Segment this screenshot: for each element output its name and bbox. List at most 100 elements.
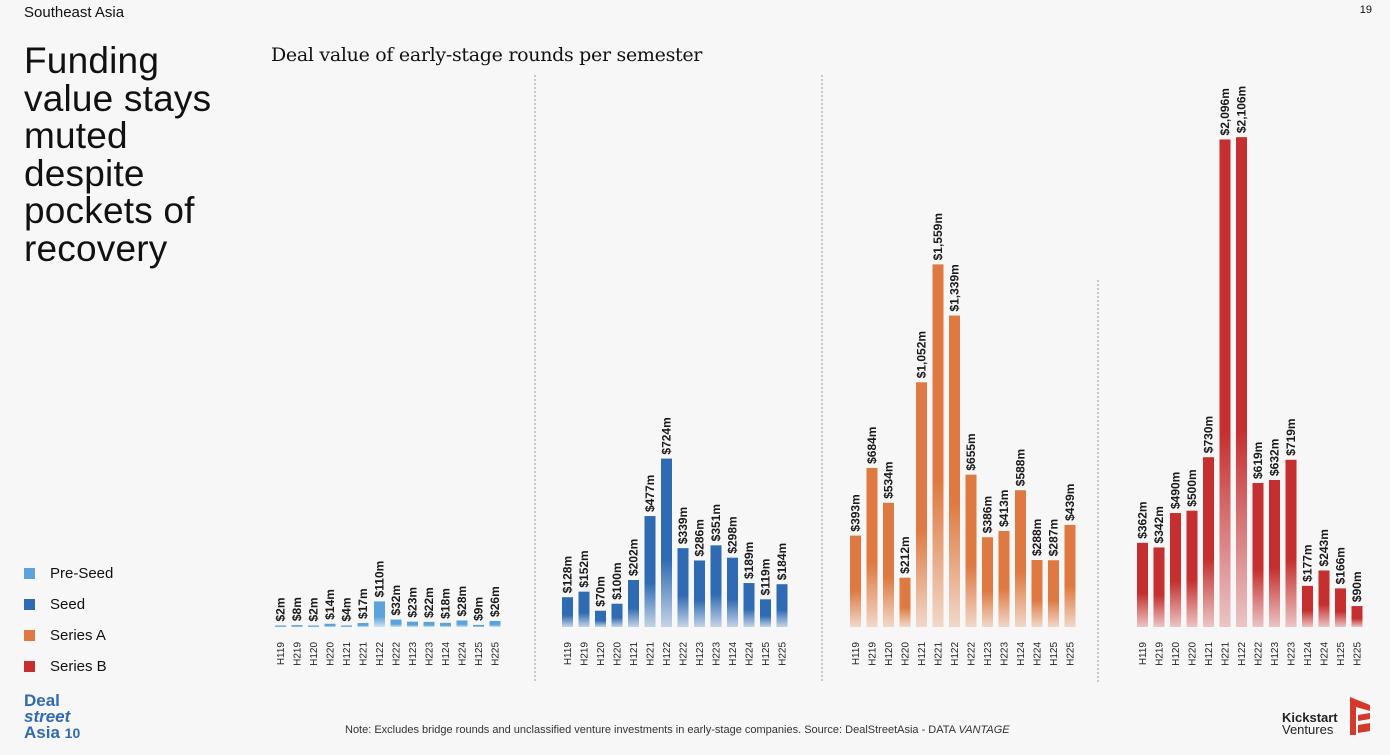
bar-series-b: [1285, 459, 1297, 627]
x-tick-label: H224: [1033, 642, 1044, 666]
data-label: $362m: [1136, 501, 1150, 538]
source-note-text: Note: Excludes bridge rounds and unclass…: [345, 724, 959, 736]
x-tick-label: H221: [934, 642, 945, 666]
data-label: $730m: [1202, 416, 1216, 453]
data-label: $189m: [742, 542, 756, 579]
dealstreetasia-logo: Deal street Asia 10: [24, 691, 80, 741]
bar-series-a: [998, 530, 1010, 627]
bar-seed: [694, 560, 705, 627]
bar-series-a: [883, 502, 894, 627]
bar-seed: [727, 557, 738, 627]
data-label: $128m: [561, 556, 575, 593]
bar-pre-seed: [324, 623, 336, 627]
data-label: $1,052m: [915, 331, 929, 378]
x-tick-label: H224: [1320, 642, 1331, 666]
x-tick-label: H219: [580, 642, 591, 666]
data-label: $177m: [1301, 544, 1315, 581]
bar-seed: [644, 516, 656, 627]
data-label: $18m: [439, 588, 453, 619]
logo-line: street: [24, 707, 71, 726]
data-label: $32m: [389, 585, 403, 616]
x-tick-label: H120: [1171, 642, 1182, 666]
data-label: $286m: [693, 519, 707, 556]
legend-item-seed: Seed: [24, 589, 113, 620]
legend-item-series-b: Series B: [24, 651, 113, 682]
bar-seed: [595, 610, 606, 627]
data-label: $8m: [290, 597, 304, 621]
bar-series-b: [1236, 137, 1247, 627]
legend: Pre-Seed Seed Series A Series B: [24, 558, 113, 682]
x-tick-label: H124: [1016, 642, 1027, 666]
x-tick-label: H223: [712, 642, 723, 666]
logo-line: Kickstart: [1282, 710, 1338, 725]
data-label: $342m: [1152, 506, 1166, 543]
bar-pre-seed: [473, 624, 484, 627]
data-label: $110m: [373, 561, 387, 598]
data-label: $2,096m: [1218, 88, 1232, 135]
data-label: $724m: [660, 417, 674, 454]
bar-series-a: [850, 535, 861, 627]
legend-item-pre-seed: Pre-Seed: [24, 558, 113, 589]
data-label: $719m: [1284, 418, 1298, 455]
x-tick-label: H225: [1066, 642, 1077, 666]
legend-swatch: [24, 599, 35, 610]
data-label: $1,559m: [931, 213, 945, 260]
logo-line: Deal: [24, 691, 60, 710]
data-label: $202m: [627, 539, 641, 576]
x-tick-label: H124: [728, 642, 739, 666]
data-label: $14m: [323, 589, 337, 620]
data-label: $490m: [1169, 472, 1183, 509]
x-tick-label: H122: [1237, 642, 1248, 666]
bar-series-b: [1203, 457, 1214, 627]
bar-series-a: [916, 382, 927, 627]
chart-title: Deal value of early-stage rounds per sem…: [271, 44, 703, 66]
bar-pre-seed: [357, 623, 369, 627]
data-label: $386m: [981, 496, 995, 533]
x-tick-label: H221: [646, 642, 657, 666]
x-tick-label: H125: [761, 642, 772, 666]
bar-pre-seed: [291, 625, 303, 627]
x-tick-label: H123: [1270, 642, 1281, 666]
data-label: $2,106m: [1235, 86, 1249, 133]
bar-seed: [677, 548, 689, 627]
bar-series-a: [932, 264, 944, 627]
data-label: $534m: [882, 461, 896, 498]
bar-series-a: [965, 474, 977, 627]
x-tick-label: H121: [1204, 642, 1215, 666]
x-tick-label: H224: [458, 642, 469, 666]
x-tick-label: H122: [375, 642, 386, 666]
x-tick-label: H221: [359, 642, 370, 666]
data-label: $287m: [1047, 519, 1061, 556]
bar-pre-seed: [275, 625, 286, 627]
data-label: $339m: [676, 507, 690, 544]
bar-seed: [628, 580, 639, 627]
x-tick-label: H222: [392, 642, 403, 666]
data-label: $23m: [406, 587, 420, 618]
legend-label: Pre-Seed: [50, 565, 114, 582]
legend-label: Series B: [50, 658, 107, 675]
x-tick-label: H220: [1188, 642, 1199, 666]
bar-pre-seed: [489, 620, 501, 627]
data-label: $684m: [865, 427, 879, 464]
bar-series-b: [1153, 547, 1165, 627]
bar-series-b: [1170, 513, 1181, 627]
data-label: $17m: [356, 588, 370, 619]
x-tick-label: H221: [1221, 642, 1232, 666]
data-label: $243m: [1317, 529, 1331, 566]
bar-series-b: [1302, 585, 1313, 627]
bar-seed: [611, 603, 623, 627]
data-label: $9m: [472, 597, 486, 621]
kickstart-mark-icon: [1350, 697, 1370, 735]
x-tick-label: H121: [629, 642, 640, 666]
x-tick-label: H119: [1138, 642, 1149, 666]
x-tick-label: H125: [1049, 642, 1060, 666]
bar-seed: [743, 583, 755, 627]
x-tick-label: H222: [967, 642, 978, 666]
bar-series-a: [982, 537, 993, 627]
x-tick-label: H225: [1353, 642, 1364, 666]
data-label: $212m: [898, 536, 912, 573]
x-tick-label: H222: [679, 642, 690, 666]
x-tick-label: H124: [441, 642, 452, 666]
data-label: $100m: [610, 562, 624, 599]
